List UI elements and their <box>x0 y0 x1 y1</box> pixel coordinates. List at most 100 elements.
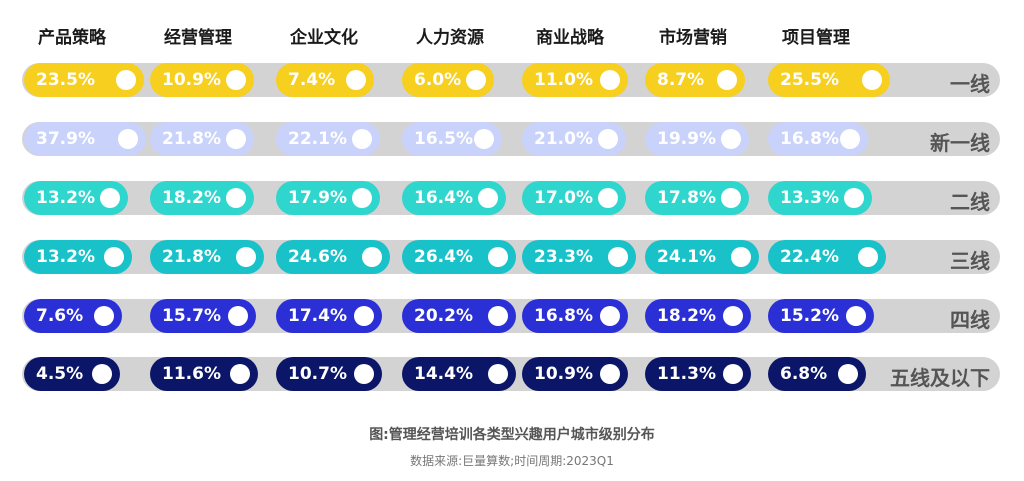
value-pill: 7.4% <box>276 63 374 97</box>
value-pill: 19.9% <box>645 122 749 156</box>
value-pill: 13.3% <box>768 181 872 215</box>
pill-knob-icon <box>723 364 743 384</box>
pill-knob-icon <box>352 188 372 208</box>
pill-knob-icon <box>92 364 112 384</box>
value-label: 17.0% <box>534 188 593 208</box>
value-pill: 13.2% <box>24 240 132 274</box>
pill-knob-icon <box>104 247 124 267</box>
column-header: 经营管理 <box>164 28 232 48</box>
value-label: 16.8% <box>534 306 593 326</box>
pill-knob-icon <box>236 247 256 267</box>
value-label: 4.5% <box>36 364 84 384</box>
value-label: 21.0% <box>534 129 593 149</box>
pill-knob-icon <box>466 70 486 90</box>
value-pill: 17.8% <box>645 181 749 215</box>
value-pill: 11.0% <box>522 63 628 97</box>
value-label: 8.7% <box>657 70 705 90</box>
chart-caption-title: 图:管理经营培训各类型兴趣用户城市级别分布 <box>369 427 655 443</box>
pill-knob-icon <box>838 364 858 384</box>
row-label: 新一线 <box>930 131 990 155</box>
value-label: 20.2% <box>414 306 473 326</box>
row-label: 五线及以下 <box>890 366 990 390</box>
column-header: 商业战略 <box>536 28 604 48</box>
value-label: 14.4% <box>414 364 473 384</box>
value-label: 21.8% <box>162 247 221 267</box>
pill-knob-icon <box>354 364 374 384</box>
value-pill: 17.0% <box>522 181 626 215</box>
pill-knob-icon <box>346 70 366 90</box>
value-pill: 22.4% <box>768 240 886 274</box>
value-pill: 4.5% <box>24 357 120 391</box>
value-pill: 23.3% <box>522 240 636 274</box>
pill-knob-icon <box>600 364 620 384</box>
value-label: 10.9% <box>534 364 593 384</box>
value-pill: 37.9% <box>24 122 146 156</box>
value-pill: 21.8% <box>150 240 264 274</box>
value-label: 21.8% <box>162 129 221 149</box>
pill-knob-icon <box>600 70 620 90</box>
chart-caption-source: 数据来源:巨量算数;时间周期:2023Q1 <box>410 454 614 468</box>
pill-knob-icon <box>862 70 882 90</box>
value-label: 13.3% <box>780 188 839 208</box>
pill-knob-icon <box>488 247 508 267</box>
value-pill: 8.7% <box>645 63 745 97</box>
pill-knob-icon <box>723 306 743 326</box>
value-label: 19.9% <box>657 129 716 149</box>
pill-knob-icon <box>721 188 741 208</box>
value-label: 6.8% <box>780 364 828 384</box>
pill-knob-icon <box>226 129 246 149</box>
value-pill: 21.0% <box>522 122 626 156</box>
column-header: 市场营销 <box>659 28 727 48</box>
row-label: 二线 <box>950 190 990 214</box>
pill-knob-icon <box>598 188 618 208</box>
value-label: 22.1% <box>288 129 347 149</box>
pill-knob-icon <box>226 188 246 208</box>
pill-knob-icon <box>230 364 250 384</box>
value-pill: 16.8% <box>522 299 628 333</box>
column-header: 产品策略 <box>38 28 106 48</box>
pill-knob-icon <box>362 247 382 267</box>
value-label: 10.9% <box>162 70 221 90</box>
pill-knob-icon <box>226 70 246 90</box>
pill-knob-icon <box>840 129 860 149</box>
value-pill: 10.9% <box>522 357 628 391</box>
value-pill: 23.5% <box>24 63 144 97</box>
value-pill: 24.6% <box>276 240 390 274</box>
value-label: 26.4% <box>414 247 473 267</box>
value-label: 24.1% <box>657 247 716 267</box>
column-header: 项目管理 <box>782 28 850 48</box>
pill-knob-icon <box>608 247 628 267</box>
value-pill: 20.2% <box>402 299 516 333</box>
pill-knob-icon <box>598 129 618 149</box>
column-header: 企业文化 <box>290 28 358 48</box>
pill-knob-icon <box>846 306 866 326</box>
value-label: 11.0% <box>534 70 593 90</box>
pill-knob-icon <box>488 306 508 326</box>
value-pill: 18.2% <box>150 181 254 215</box>
value-pill: 10.9% <box>150 63 254 97</box>
value-pill: 16.5% <box>402 122 502 156</box>
row-label: 四线 <box>950 308 990 332</box>
value-label: 16.4% <box>414 188 473 208</box>
value-pill: 11.6% <box>150 357 258 391</box>
pill-knob-icon <box>474 129 494 149</box>
value-label: 23.3% <box>534 247 593 267</box>
value-label: 24.6% <box>288 247 347 267</box>
value-label: 6.0% <box>414 70 462 90</box>
pill-knob-icon <box>228 306 248 326</box>
column-header: 人力资源 <box>416 28 484 48</box>
value-label: 23.5% <box>36 70 95 90</box>
pill-knob-icon <box>844 188 864 208</box>
value-label: 25.5% <box>780 70 839 90</box>
value-label: 11.6% <box>162 364 221 384</box>
pill-knob-icon <box>717 70 737 90</box>
value-label: 18.2% <box>162 188 221 208</box>
value-label: 7.6% <box>36 306 84 326</box>
value-label: 37.9% <box>36 129 95 149</box>
value-label: 13.2% <box>36 188 95 208</box>
value-pill: 14.4% <box>402 357 516 391</box>
value-pill: 6.8% <box>768 357 866 391</box>
value-label: 15.2% <box>780 306 839 326</box>
value-pill: 11.3% <box>645 357 751 391</box>
